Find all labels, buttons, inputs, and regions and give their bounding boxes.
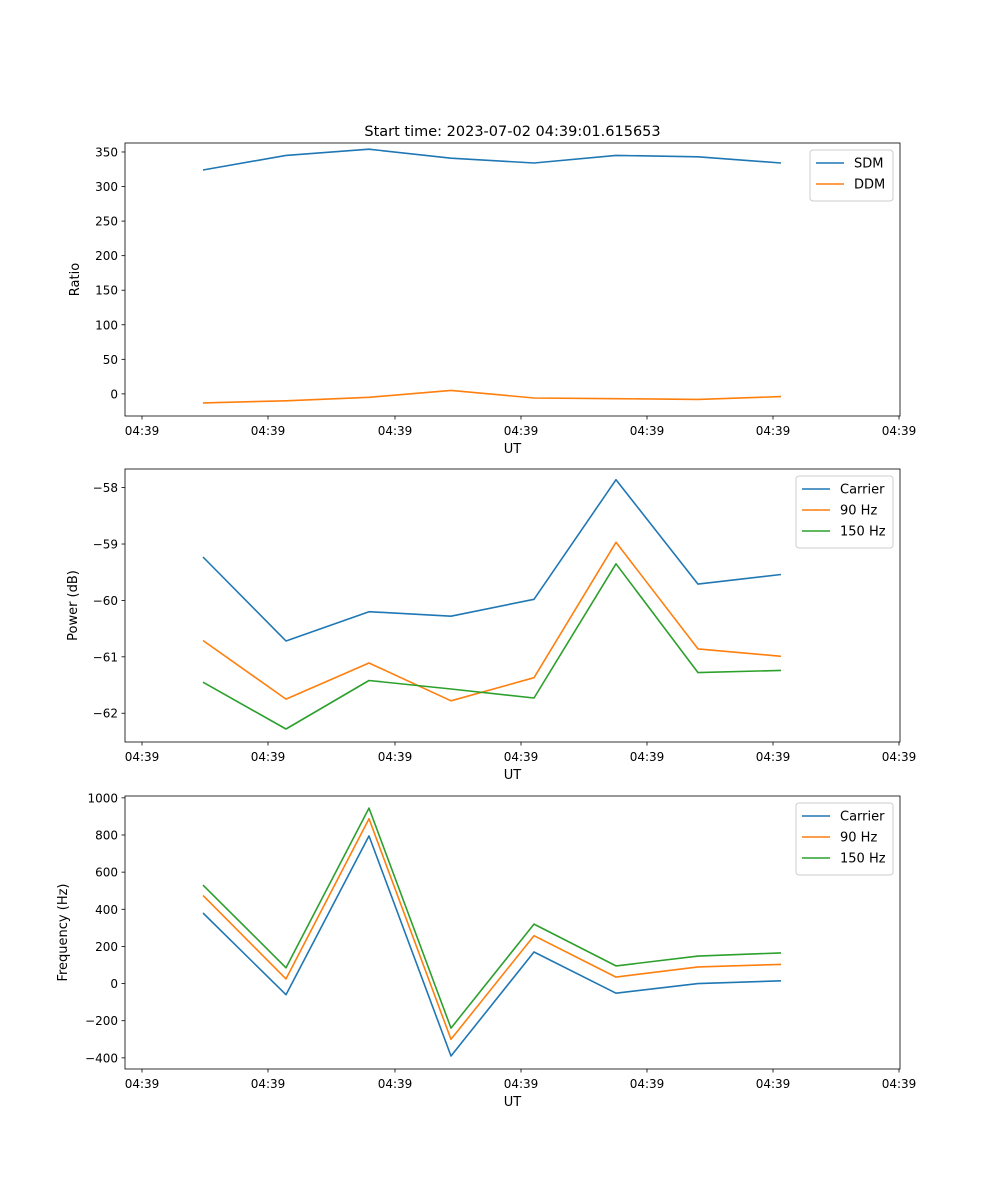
y-tick-label: 200 [95, 940, 118, 954]
x-tick-label: 04:39 [756, 750, 791, 764]
x-tick-label: 04:39 [630, 750, 665, 764]
series-line-carrier [202, 478, 782, 642]
x-tick-label: 04:39 [251, 424, 286, 438]
x-tick-label: 04:39 [125, 1077, 160, 1091]
y-tick-label: −58 [93, 481, 118, 495]
legend-label: 150 Hz [840, 852, 886, 867]
y-tick-label: 100 [95, 318, 118, 332]
y-tick-label: −60 [93, 594, 118, 608]
y-tick-label: 800 [95, 829, 118, 843]
chart-panel-3: −400 −200 0 200 400 600 800 1000 04:39 04:39 04:39… [56, 791, 916, 1110]
y-tick-label: 300 [95, 180, 118, 194]
chart-panel-2: −62 −61 −60 −59 −58 04:39 04:39 04:39 04:39 04:39… [66, 468, 917, 783]
x-tick-label: 04:39 [378, 1077, 413, 1091]
series-line-150-hz [202, 562, 782, 730]
x-tick-label: 04:39 [882, 424, 917, 438]
chart-title: Start time: 2023-07-02 04:39:01.615653 [364, 124, 660, 140]
x-tick-label: 04:39 [378, 424, 413, 438]
x-axis-label: UT [504, 1095, 522, 1110]
series-line-ddm [202, 389, 782, 404]
series-line-90-hz [202, 541, 782, 702]
legend [795, 475, 894, 549]
y-axis-label: Power (dB) [66, 570, 81, 641]
x-tick-label: 04:39 [630, 424, 665, 438]
y-tick-label: −200 [85, 1014, 118, 1028]
x-tick-label: 04:39 [756, 1077, 791, 1091]
plot-area [124, 795, 901, 1070]
x-tick-label: 04:39 [504, 1077, 539, 1091]
y-tick-label: −59 [93, 538, 118, 552]
x-tick-label: 04:39 [504, 750, 539, 764]
y-tick-label: 0 [110, 387, 118, 401]
series-line-carrier [202, 835, 782, 1057]
y-tick-label: 150 [95, 284, 118, 298]
y-tick-label: 0 [110, 977, 118, 991]
y-tick-label: 50 [103, 353, 118, 367]
x-tick-label: 04:39 [504, 424, 539, 438]
x-axis-label: UT [504, 442, 522, 457]
legend-label: SDM [854, 157, 883, 172]
y-tick-label: 400 [95, 903, 118, 917]
plot-area [124, 142, 901, 417]
x-tick-label: 04:39 [251, 750, 286, 764]
y-tick-label: −400 [85, 1051, 118, 1065]
x-axis-label: UT [504, 768, 522, 783]
y-axis-label: Frequency (Hz) [56, 883, 71, 981]
legend-label: 90 Hz [840, 831, 877, 846]
y-tick-label: 200 [95, 249, 118, 263]
y-axis-label: Ratio [68, 263, 83, 296]
legend-label: Carrier [840, 483, 885, 498]
series-line-sdm [202, 148, 782, 171]
y-tick-label: −62 [93, 707, 118, 721]
x-tick-label: 04:39 [378, 750, 413, 764]
x-tick-label: 04:39 [251, 1077, 286, 1091]
legend-label: 150 Hz [840, 525, 886, 540]
x-tick-label: 04:39 [882, 1077, 917, 1091]
y-tick-label: 250 [95, 215, 118, 229]
legend-label: Carrier [840, 810, 885, 825]
chart-panel-1: 0 50 100 150 200 250 300 350 04:39 04:39 04:39 04:3… [68, 142, 917, 457]
x-tick-label: 04:39 [125, 750, 160, 764]
x-tick-label: 04:39 [882, 750, 917, 764]
x-tick-label: 04:39 [630, 1077, 665, 1091]
legend [795, 802, 894, 876]
y-tick-label: 350 [95, 145, 118, 159]
legend-label: DDM [854, 178, 885, 193]
series-line-150-hz [202, 807, 782, 1029]
x-tick-label: 04:39 [756, 424, 791, 438]
y-tick-label: 600 [95, 866, 118, 880]
series-line-90-hz [202, 817, 782, 1041]
y-tick-label: 1000 [87, 791, 118, 805]
plot-area [124, 468, 901, 743]
y-tick-label: −61 [93, 650, 118, 664]
x-tick-label: 04:39 [125, 424, 160, 438]
legend-label: 90 Hz [840, 504, 877, 519]
